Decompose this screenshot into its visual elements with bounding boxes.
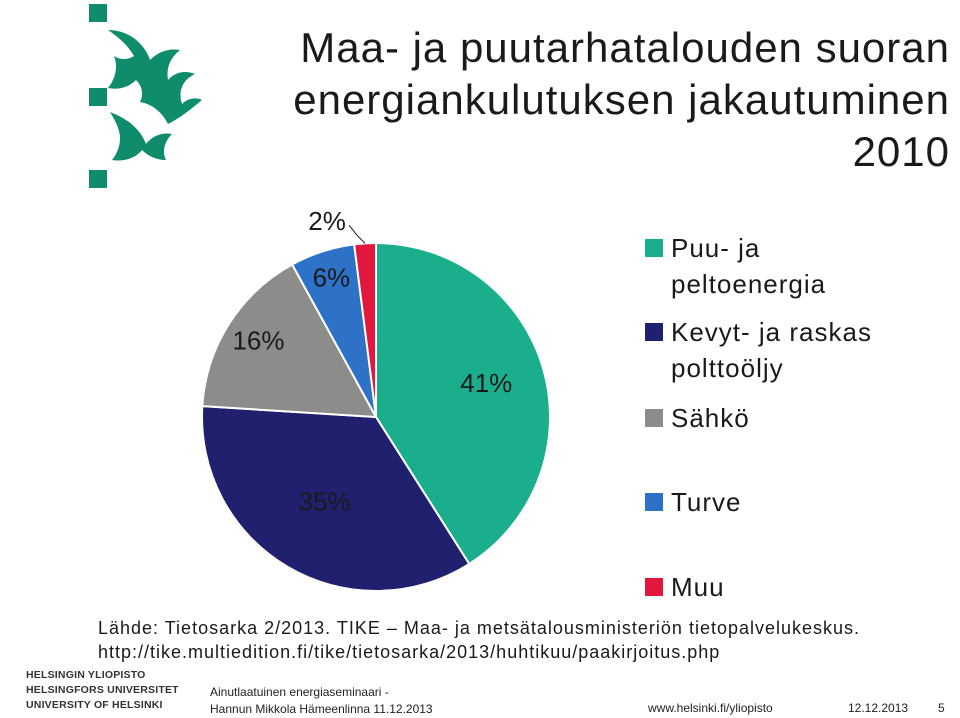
legend-label-puu: Puu- ja peltoenergia: [671, 233, 827, 299]
logo-square-bottom: [89, 170, 107, 188]
legend-item-muu: Muu: [645, 569, 725, 605]
pie-label-sahko: 16%: [232, 325, 284, 355]
footer-url[interactable]: www.helsinki.fi/yliopisto: [648, 701, 773, 715]
university-names: HELSINGIN YLIOPISTO HELSINGFORS UNIVERSI…: [26, 668, 179, 713]
pie-slices: [201, 241, 551, 592]
logo-flame-lower: [110, 112, 172, 161]
title-line-2: energiankulutuksen jakautuminen: [293, 76, 950, 123]
legend-swatch-muu: [645, 578, 663, 596]
legend-label-turve: Turve: [671, 487, 742, 517]
pie-slice-sahko: [201, 263, 378, 419]
legend-swatch-turve: [645, 493, 663, 511]
footer-presenter: Hannun Mikkola Hämeenlinna 11.12.2013: [210, 702, 433, 716]
university-logo: [89, 4, 202, 188]
logo-flame: [108, 30, 202, 124]
pie-slice-oljy: [201, 405, 471, 592]
pie-leader-line-muu: [348, 225, 366, 244]
chart-title: Maa- ja puutarhatalouden suoran energian…: [230, 22, 950, 178]
source-text: Lähde: Tietosarka 2/2013. TIKE – Maa- ja…: [98, 618, 861, 662]
logo-square-top: [89, 4, 107, 22]
legend-swatch-puu: [645, 239, 663, 257]
university-name-en: UNIVERSITY OF HELSINKI: [26, 699, 163, 711]
pie-label-turve: 6%: [313, 263, 351, 293]
pie-labels: 41% 35% 16% 6% 2%: [232, 206, 512, 517]
footer-event-name: Ainutlaatuinen energiaseminaari -: [210, 685, 389, 699]
logo-square-middle: [89, 88, 107, 106]
university-name-fi: HELSINGIN YLIOPISTO: [26, 669, 146, 681]
footer-event: Ainutlaatuinen energiaseminaari - Hannun…: [210, 684, 433, 718]
legend-item-puu: Puu- ja peltoenergia: [645, 230, 826, 302]
legend-label-oljy: Kevyt- ja raskas polttoöljy: [671, 317, 872, 383]
legend-label-muu: Muu: [671, 572, 725, 602]
legend-item-oljy: Kevyt- ja raskas polttoöljy: [645, 314, 872, 386]
university-name-sv: HELSINGFORS UNIVERSITET: [26, 684, 179, 696]
legend-label-sahko: Sähkö: [671, 403, 750, 433]
pie-label-oljy: 35%: [299, 487, 351, 517]
page-number: 5: [938, 701, 945, 715]
pie-label-puu: 41%: [460, 368, 512, 398]
title-line-1: Maa- ja puutarhatalouden suoran: [300, 24, 950, 71]
legend-item-turve: Turve: [645, 484, 742, 520]
title-line-3: 2010: [852, 128, 950, 175]
legend-item-sahko: Sähkö: [645, 400, 750, 436]
legend-swatch-oljy: [645, 323, 663, 341]
legend-swatch-sahko: [645, 409, 663, 427]
footer-date: 12.12.2013: [848, 701, 909, 715]
pie-label-muu: 2%: [308, 206, 346, 236]
